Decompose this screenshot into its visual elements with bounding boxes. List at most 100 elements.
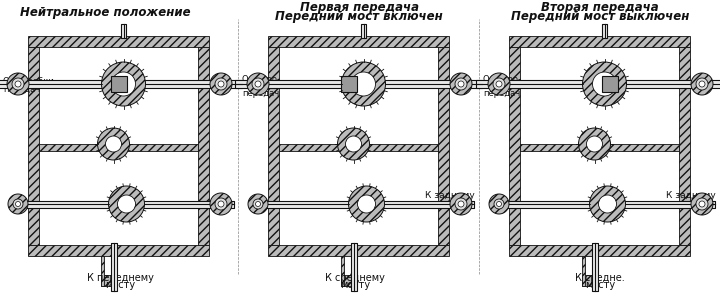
Circle shape [215, 198, 227, 210]
Bar [28, 245, 209, 256]
Circle shape [590, 186, 626, 222]
Bar [351, 256, 354, 286]
Bar [13, 201, 234, 208]
Bar [112, 256, 114, 286]
Circle shape [578, 128, 611, 160]
Circle shape [489, 194, 509, 214]
Text: мосту: мосту [340, 280, 370, 290]
Text: передач: передач [3, 84, 40, 93]
Circle shape [106, 136, 122, 152]
Circle shape [699, 81, 705, 87]
Circle shape [696, 198, 708, 210]
Bar [509, 47, 520, 245]
Bar [110, 76, 127, 92]
Bar [509, 36, 690, 47]
Circle shape [691, 193, 713, 215]
Bar [253, 201, 474, 208]
Circle shape [496, 81, 502, 87]
Circle shape [338, 128, 369, 160]
Bar [39, 144, 198, 151]
Bar [198, 47, 209, 245]
Circle shape [247, 73, 269, 95]
Circle shape [582, 62, 626, 106]
Text: Передний мост включен: Передний мост включен [275, 10, 443, 23]
Text: К переднему: К переднему [86, 273, 153, 283]
Circle shape [699, 201, 705, 207]
Text: Первая передача: Первая передача [300, 1, 418, 14]
Circle shape [210, 73, 232, 95]
Text: Нейтральное положение: Нейтральное положение [19, 6, 190, 19]
Circle shape [7, 73, 29, 95]
Circle shape [455, 78, 467, 90]
Circle shape [112, 72, 135, 96]
Circle shape [696, 78, 708, 90]
Bar [268, 47, 279, 245]
Text: мосту: мосту [688, 198, 716, 208]
Circle shape [450, 193, 472, 215]
Bar [268, 36, 449, 47]
Circle shape [215, 78, 227, 90]
Text: бки: бки [483, 81, 499, 91]
Circle shape [12, 78, 24, 90]
Circle shape [493, 78, 505, 90]
Bar [121, 24, 126, 38]
Bar [110, 243, 117, 291]
Text: К заднему: К заднему [666, 191, 716, 201]
Circle shape [358, 195, 376, 213]
Text: К средне.: К средне. [575, 273, 625, 283]
Circle shape [102, 62, 145, 106]
Text: мосту: мосту [105, 280, 135, 290]
Circle shape [341, 62, 385, 106]
Circle shape [252, 78, 264, 90]
Bar [341, 256, 343, 286]
Circle shape [450, 73, 472, 95]
Text: К заднему: К заднему [426, 191, 475, 201]
Circle shape [691, 73, 713, 95]
Circle shape [587, 136, 603, 152]
Text: Передний мост выключен: Передний мост выключен [510, 10, 689, 23]
Text: мосту: мосту [447, 198, 475, 208]
Circle shape [13, 199, 23, 209]
Circle shape [218, 201, 224, 207]
Text: От коро-: От коро- [242, 74, 280, 83]
Circle shape [15, 81, 21, 87]
Circle shape [16, 201, 20, 206]
Bar [28, 47, 39, 245]
Circle shape [97, 128, 130, 160]
Circle shape [248, 194, 268, 214]
Circle shape [255, 81, 261, 87]
Bar [476, 80, 720, 88]
Bar [235, 80, 482, 88]
Circle shape [494, 199, 504, 209]
Bar [602, 24, 607, 38]
Circle shape [8, 194, 28, 214]
Bar [592, 243, 598, 291]
Circle shape [346, 136, 361, 152]
Circle shape [256, 201, 261, 206]
Bar [101, 275, 114, 286]
Bar [0, 80, 242, 88]
Circle shape [497, 201, 502, 206]
Bar [582, 275, 595, 286]
Text: передач: передач [242, 88, 279, 98]
Circle shape [109, 186, 145, 222]
Bar [101, 256, 104, 286]
Text: мосту: мосту [585, 280, 615, 290]
Circle shape [488, 73, 510, 95]
Text: От коро-: От коро- [483, 74, 521, 83]
Circle shape [455, 198, 467, 210]
Bar [582, 256, 585, 286]
Circle shape [117, 195, 135, 213]
Circle shape [598, 195, 616, 213]
Text: Вторая передача: Вторая передача [541, 1, 659, 14]
Bar [361, 24, 366, 38]
Bar [341, 275, 354, 286]
Bar [279, 144, 438, 151]
Bar [593, 256, 595, 286]
Bar [268, 245, 449, 256]
Circle shape [593, 72, 616, 96]
Bar [520, 144, 679, 151]
Circle shape [253, 199, 263, 209]
Circle shape [351, 72, 376, 96]
Circle shape [348, 186, 384, 222]
